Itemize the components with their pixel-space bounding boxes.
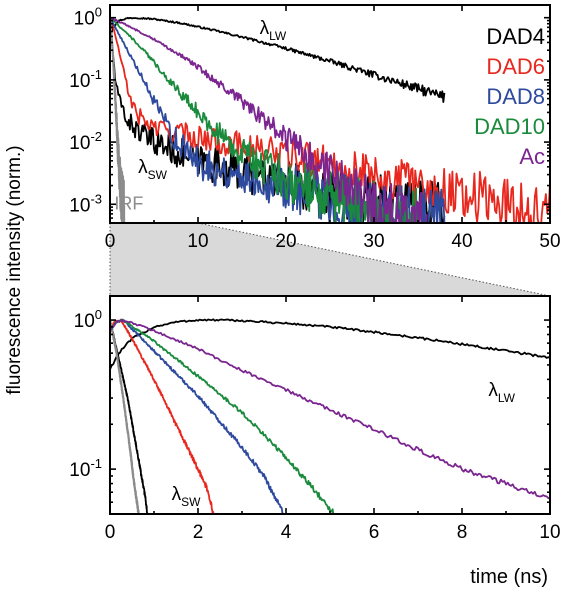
top-y-tick-label: 10-2 <box>69 129 102 154</box>
top-x-tick-label: 30 <box>363 231 384 252</box>
zoom-guide-right <box>197 222 551 297</box>
top-series-dad4-1 <box>110 17 446 223</box>
bottom-series-ac-6 <box>110 319 550 500</box>
legend-entry-ac: Ac <box>519 144 545 169</box>
top-x-tick-label: 0 <box>105 231 116 252</box>
legend-entry-dad4: DAD4 <box>486 24 545 49</box>
top-axes: 0 10 20 30 40 50 100 10-1 10-2 10-3 <box>69 5 560 252</box>
top-y-tick-label: 10-3 <box>69 191 102 216</box>
bottom-annotation-lw: λLW <box>488 380 515 405</box>
top-x-tick-label: 20 <box>275 231 296 252</box>
top-y-tick-label: 10-1 <box>69 67 102 92</box>
bottom-y-tick-label: 100 <box>74 307 102 332</box>
legend-entry-dad10: DAD10 <box>474 114 545 139</box>
bottom-series-dad10-5 <box>110 319 335 514</box>
legend: DAD4 DAD6 DAD8 DAD10 Ac <box>474 24 545 169</box>
zoom-shading <box>110 223 550 296</box>
top-annotations: λLW λSW IRF <box>114 18 286 214</box>
bottom-annotation-sw: λSW <box>172 484 202 509</box>
top-y-tick-label: 100 <box>74 5 102 30</box>
top-annotation-lw: λLW <box>260 18 287 43</box>
bottom-annotations: λLW λSW <box>172 380 516 509</box>
top-series-ac-5 <box>110 17 428 223</box>
zoom-region <box>109 222 551 297</box>
legend-entry-dad6: DAD6 <box>486 54 545 79</box>
top-series-group <box>110 16 550 223</box>
bottom-x-tick-label: 6 <box>369 522 380 543</box>
bottom-y-tick-label: 10-1 <box>69 456 102 481</box>
panel-top: 0 10 20 30 40 50 100 10-1 10-2 10-3 λLW λSW IRF DAD… <box>69 4 561 252</box>
top-x-tick-label: 10 <box>187 231 208 252</box>
top-annotation-sw: λSW <box>138 157 168 182</box>
bottom-series-dad6-3 <box>110 318 215 514</box>
legend-entry-dad8: DAD8 <box>486 84 545 109</box>
top-x-tick-label: 50 <box>539 231 560 252</box>
bottom-series-dad8-4 <box>110 318 285 514</box>
bottom-axes: 0 2 4 6 8 10 100 10-1 <box>69 296 561 543</box>
bottom-series-dad4-0 <box>110 318 550 370</box>
bottom-x-tick-label: 0 <box>105 522 116 543</box>
bottom-series-group <box>110 318 550 514</box>
top-series-dad10-4 <box>110 17 418 223</box>
bottom-x-tick-label: 8 <box>457 522 468 543</box>
bottom-plot-frame <box>109 295 551 515</box>
top-x-tick-label: 40 <box>451 231 472 252</box>
bottom-x-tick-label: 10 <box>539 522 560 543</box>
top-series-irf-6 <box>110 16 126 223</box>
bottom-x-tick-label: 4 <box>281 522 292 543</box>
top-annotation-irf: IRF <box>114 194 143 214</box>
top-series-dad4-0 <box>110 16 446 103</box>
bottom-series-irf-2 <box>110 319 140 514</box>
y-axis-label: fluorescence intensity (norm.) <box>4 145 25 394</box>
bottom-x-tick-label: 2 <box>193 522 204 543</box>
panel-bottom: 0 2 4 6 8 10 100 10-1 λLW λSW <box>69 295 561 543</box>
x-axis-label: time (ns) <box>470 566 548 588</box>
